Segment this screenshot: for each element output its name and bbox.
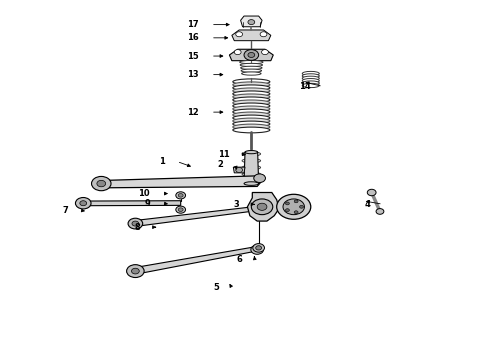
Polygon shape: [241, 16, 262, 27]
Polygon shape: [229, 49, 273, 61]
Ellipse shape: [242, 152, 261, 156]
Text: 15: 15: [187, 51, 199, 60]
Circle shape: [294, 211, 298, 213]
Polygon shape: [94, 176, 262, 188]
Ellipse shape: [245, 150, 258, 154]
Ellipse shape: [241, 66, 262, 69]
Ellipse shape: [242, 158, 261, 163]
Circle shape: [368, 189, 376, 196]
Circle shape: [283, 199, 304, 215]
Polygon shape: [133, 247, 260, 274]
Ellipse shape: [242, 72, 261, 75]
Ellipse shape: [233, 109, 270, 115]
Circle shape: [251, 245, 264, 254]
Ellipse shape: [240, 60, 263, 64]
Ellipse shape: [233, 106, 270, 112]
Circle shape: [257, 203, 267, 210]
Text: 4: 4: [365, 200, 371, 209]
Circle shape: [299, 205, 303, 208]
Ellipse shape: [233, 103, 270, 109]
Ellipse shape: [233, 94, 270, 100]
Circle shape: [236, 32, 243, 37]
Circle shape: [248, 53, 255, 58]
Circle shape: [251, 199, 273, 215]
Circle shape: [131, 268, 139, 274]
Circle shape: [132, 221, 139, 226]
Ellipse shape: [302, 78, 319, 83]
Circle shape: [294, 200, 298, 203]
Circle shape: [176, 192, 186, 199]
Circle shape: [234, 50, 241, 55]
Polygon shape: [232, 30, 271, 41]
Ellipse shape: [233, 85, 270, 91]
Circle shape: [248, 19, 255, 24]
Ellipse shape: [242, 165, 261, 170]
Circle shape: [256, 246, 262, 250]
Ellipse shape: [233, 115, 270, 121]
Circle shape: [178, 194, 183, 197]
Polygon shape: [79, 201, 181, 206]
Circle shape: [92, 176, 111, 191]
Text: 5: 5: [214, 283, 220, 292]
Text: 14: 14: [299, 82, 311, 91]
Ellipse shape: [233, 118, 270, 124]
Ellipse shape: [233, 97, 270, 103]
Text: 16: 16: [187, 33, 199, 42]
Ellipse shape: [233, 124, 270, 130]
Ellipse shape: [233, 100, 270, 106]
Circle shape: [286, 202, 290, 205]
Ellipse shape: [233, 121, 270, 127]
Circle shape: [286, 209, 290, 212]
Text: 9: 9: [144, 199, 150, 208]
Ellipse shape: [242, 172, 261, 176]
Ellipse shape: [233, 79, 270, 85]
Circle shape: [262, 50, 269, 55]
Ellipse shape: [244, 182, 259, 185]
Text: 10: 10: [138, 189, 150, 198]
Text: 7: 7: [63, 206, 69, 215]
Ellipse shape: [302, 71, 319, 76]
Ellipse shape: [233, 82, 270, 87]
Ellipse shape: [233, 112, 270, 118]
Text: 1: 1: [159, 157, 165, 166]
Ellipse shape: [302, 74, 319, 78]
Ellipse shape: [233, 91, 270, 97]
Circle shape: [126, 265, 144, 278]
Ellipse shape: [302, 76, 319, 80]
Circle shape: [75, 198, 91, 209]
Ellipse shape: [233, 127, 270, 133]
Text: 3: 3: [233, 200, 239, 209]
Text: 13: 13: [187, 70, 199, 79]
Polygon shape: [133, 206, 265, 226]
Circle shape: [97, 180, 106, 187]
Text: 2: 2: [217, 160, 223, 169]
Text: 6: 6: [237, 255, 243, 264]
Circle shape: [244, 50, 259, 60]
Polygon shape: [244, 152, 259, 184]
Polygon shape: [247, 193, 279, 221]
Ellipse shape: [241, 69, 262, 72]
Circle shape: [376, 208, 384, 214]
Circle shape: [260, 32, 267, 37]
Polygon shape: [233, 167, 245, 173]
Circle shape: [236, 167, 243, 172]
Text: 12: 12: [187, 108, 199, 117]
Text: 8: 8: [134, 222, 140, 231]
Ellipse shape: [302, 81, 319, 85]
Circle shape: [254, 174, 266, 183]
Ellipse shape: [233, 88, 270, 94]
Circle shape: [80, 201, 87, 206]
Circle shape: [277, 194, 311, 219]
Text: 11: 11: [218, 150, 229, 159]
Circle shape: [176, 206, 186, 213]
Text: 17: 17: [187, 20, 199, 29]
Ellipse shape: [302, 83, 319, 87]
Ellipse shape: [240, 63, 263, 67]
Circle shape: [128, 218, 143, 229]
Circle shape: [253, 244, 265, 252]
Circle shape: [178, 208, 183, 211]
